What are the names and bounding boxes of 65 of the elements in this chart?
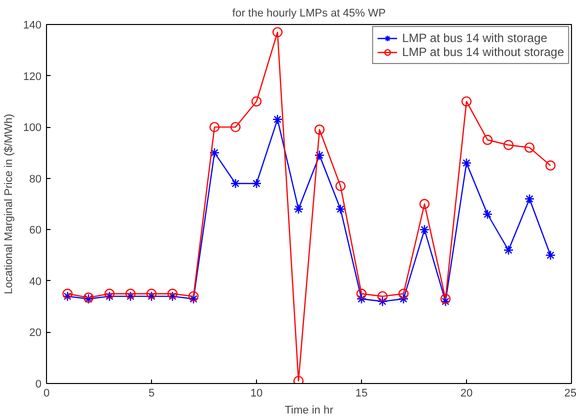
legend-label: LMP at bus 14 without storage <box>402 45 564 59</box>
point <box>482 134 493 145</box>
chart-title: for the hourly LMPs at 45% WP <box>232 8 386 20</box>
y-tick-label: 140 <box>23 20 42 32</box>
point <box>356 294 367 304</box>
point <box>230 178 241 189</box>
point <box>272 27 283 38</box>
point <box>62 291 73 302</box>
point <box>272 114 283 124</box>
point <box>104 291 115 302</box>
point <box>545 250 556 260</box>
y-tick-label: 0 <box>35 378 42 390</box>
x-tick-label: 10 <box>250 388 263 400</box>
y-axis-title: Locational Marginal Price in ($/MWh) <box>3 114 16 294</box>
y-tick-label: 20 <box>29 327 42 340</box>
point <box>419 224 430 235</box>
point <box>314 124 325 135</box>
point <box>482 209 493 220</box>
point <box>335 180 346 192</box>
point <box>398 294 409 304</box>
point <box>524 142 535 153</box>
y-tick-label: 120 <box>23 70 42 83</box>
y-tick-label: 40 <box>29 276 42 288</box>
point <box>209 148 220 158</box>
point <box>524 194 535 204</box>
point <box>167 288 178 299</box>
point <box>251 178 262 189</box>
x-tick-label: 5 <box>148 388 155 400</box>
point <box>146 291 157 302</box>
y-tick-label: 80 <box>29 173 42 186</box>
point <box>125 291 136 302</box>
point <box>461 96 472 107</box>
x-tick-label: 0 <box>43 388 50 400</box>
point <box>503 245 514 256</box>
point <box>335 204 346 214</box>
point <box>146 288 157 299</box>
x-tick-label: 20 <box>460 388 473 400</box>
point <box>503 140 514 150</box>
point <box>440 296 451 307</box>
point <box>167 291 178 302</box>
point <box>230 122 241 132</box>
point <box>461 158 472 168</box>
point <box>377 296 388 307</box>
legend-label: LMP at bus 14 with storage <box>402 31 548 45</box>
x-axis-title: Time in hr <box>284 404 334 416</box>
point <box>125 288 136 299</box>
point <box>314 150 325 160</box>
point <box>293 204 304 214</box>
point <box>188 294 199 304</box>
point <box>356 288 367 299</box>
point <box>104 288 115 299</box>
y-tick-label: 100 <box>23 122 42 134</box>
point <box>545 160 556 171</box>
point <box>209 122 220 132</box>
point <box>440 294 451 304</box>
x-tick-label: 15 <box>355 388 368 400</box>
y-tick-label: 60 <box>29 224 42 237</box>
point <box>419 198 430 210</box>
point <box>251 96 262 107</box>
point <box>188 291 199 302</box>
point <box>377 291 388 302</box>
point <box>293 376 304 384</box>
point <box>62 288 73 299</box>
x-tick-label: 25 <box>564 388 576 400</box>
point <box>398 288 409 299</box>
